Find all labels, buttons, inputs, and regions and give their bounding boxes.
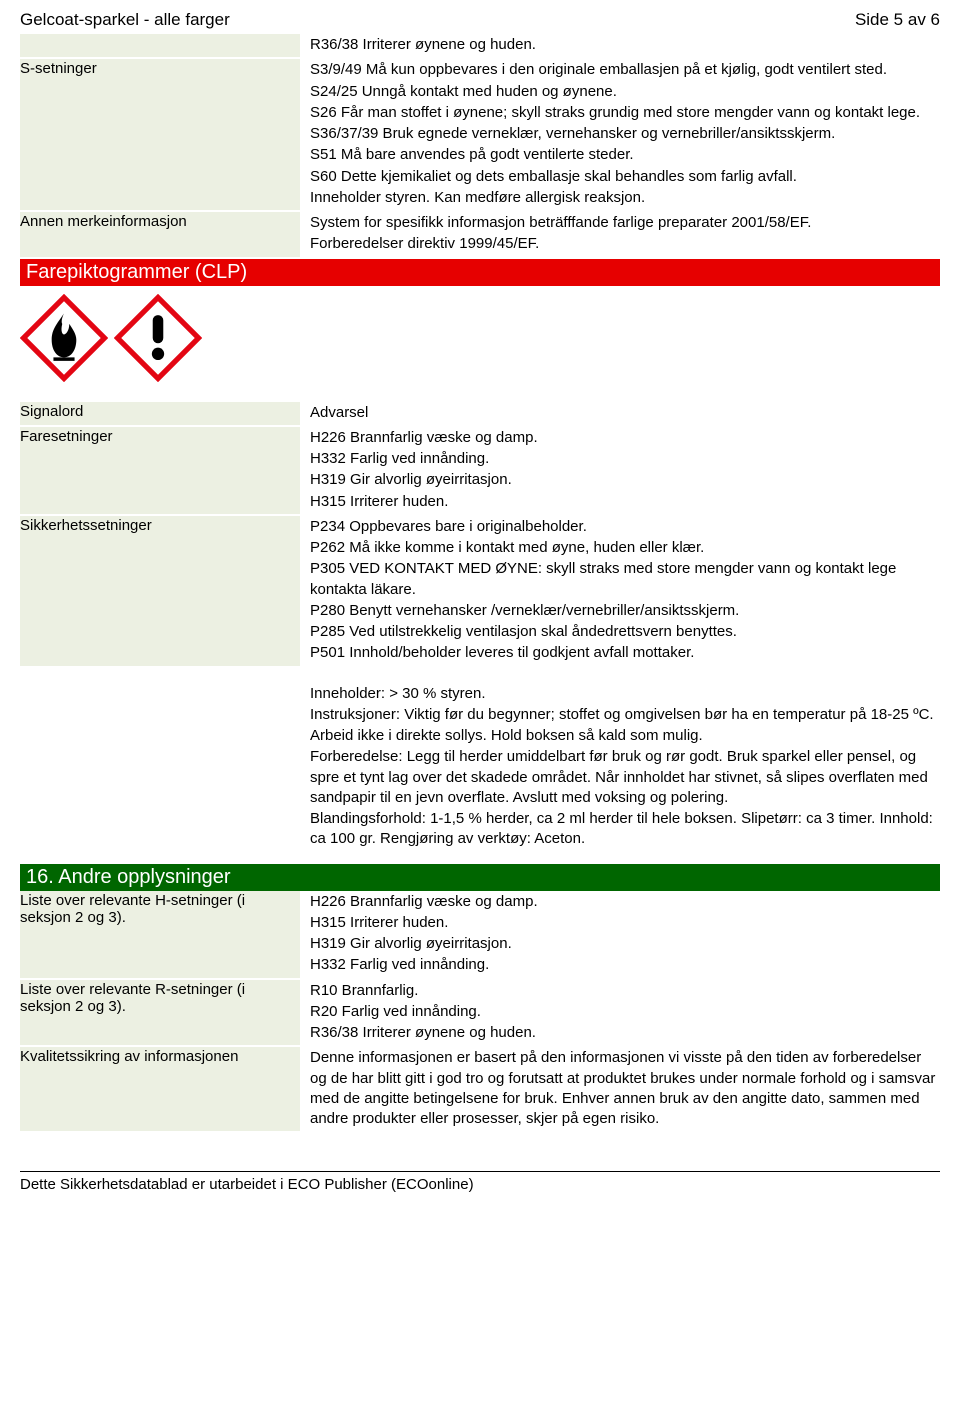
fare-line-2: H319 Gir alvorlig øyeirritasjon. — [310, 470, 940, 490]
section-16-bar: 16. Andre opplysninger — [20, 864, 940, 891]
fare-line-3: H315 Irriterer huden. — [310, 492, 940, 512]
label-annen-merke: Annen merkeinformasjon — [20, 212, 300, 257]
pictogram-exclamation — [114, 294, 202, 382]
value-top-r-phrase: R36/38 Irriterer øynene og huden. — [300, 34, 940, 57]
s-line-6: Inneholder styren. Kan medføre allergisk… — [310, 188, 940, 208]
row-annen-merke: Annen merkeinformasjon System for spesif… — [20, 212, 940, 257]
s-line-3: S36/37/39 Bruk egnede verneklær, verneha… — [310, 124, 940, 144]
signalord-text: Advarsel — [310, 403, 940, 423]
value-s-setninger: S3/9/49 Må kun oppbevares i den original… — [300, 59, 940, 210]
text-r36-38: R36/38 Irriterer øynene og huden. — [310, 35, 940, 55]
label-signalord: Signalord — [20, 402, 300, 425]
footer-divider — [20, 1171, 940, 1172]
row-r-setninger: Liste over relevante R-setninger (i seks… — [20, 980, 940, 1046]
row-faresetninger: Faresetninger H226 Brannfarlig væske og … — [20, 427, 940, 514]
h-line-3: H332 Farlig ved innånding. — [310, 955, 940, 975]
label-r-setninger: Liste over relevante R-setninger (i seks… — [20, 980, 300, 1046]
row-h-setninger: Liste over relevante H-setninger (i seks… — [20, 891, 940, 978]
label-h-setninger: Liste over relevante H-setninger (i seks… — [20, 891, 300, 978]
page-header: Gelcoat-sparkel - alle farger Side 5 av … — [20, 10, 940, 30]
exclamation-icon — [114, 294, 202, 382]
footer-text: Dette Sikkerhetsdatablad er utarbeidet i… — [20, 1176, 940, 1193]
pictogram-flammable — [20, 294, 108, 382]
row-signalord: Signalord Advarsel — [20, 402, 940, 425]
h-line-0: H226 Brannfarlig væske og damp. — [310, 892, 940, 912]
extra-line-1: Instruksjoner: Viktig før du begynner; s… — [310, 705, 940, 725]
pictogram-row — [20, 294, 940, 382]
sik-line-5: P501 Innhold/beholder leveres til godkje… — [310, 643, 940, 663]
label-empty — [20, 34, 300, 57]
s-line-4: S51 Må bare anvendes på godt ventilerte … — [310, 145, 940, 165]
row-kvalitet: Kvalitetssikring av informasjonen Denne … — [20, 1047, 940, 1131]
r-line-2: R36/38 Irriterer øynene og huden. — [310, 1023, 940, 1043]
s-line-1: S24/25 Unngå kontakt med huden og øynene… — [310, 82, 940, 102]
extra-line-3: Forberedelse: Legg til herder umiddelbar… — [310, 747, 940, 808]
extra-block: Inneholder: > 30 % styren. Instruksjoner… — [310, 668, 940, 850]
label-s-setninger: S-setninger — [20, 59, 300, 210]
sik-line-0: P234 Oppbevares bare i originalbeholder. — [310, 517, 940, 537]
extra-line-4: Blandingsforhold: 1-1,5 % herder, ca 2 m… — [310, 809, 940, 850]
row-sikkerhet: Sikkerhetssetninger P234 Oppbevares bare… — [20, 516, 940, 666]
section-clp-bar: Farepiktogrammer (CLP) — [20, 259, 940, 286]
value-faresetninger: H226 Brannfarlig væske og damp. H332 Far… — [300, 427, 940, 514]
label-kvalitet: Kvalitetssikring av informasjonen — [20, 1047, 300, 1131]
sik-line-4: P285 Ved utilstrekkelig ventilasjon skal… — [310, 622, 940, 642]
s-line-5: S60 Dette kjemikaliet og dets emballasje… — [310, 167, 940, 187]
h-line-2: H319 Gir alvorlig øyeirritasjon. — [310, 934, 940, 954]
kvalitet-line-0: Denne informasjonen er basert på den inf… — [310, 1048, 940, 1129]
value-signalord: Advarsel — [300, 402, 940, 425]
value-annen-merke: System for spesifikk informasjon beträff… — [300, 212, 940, 257]
h-line-1: H315 Irriterer huden. — [310, 913, 940, 933]
annen-line-0: System for spesifikk informasjon beträff… — [310, 213, 940, 233]
r-line-1: R20 Farlig ved innånding. — [310, 1002, 940, 1022]
fare-line-1: H332 Farlig ved innånding. — [310, 449, 940, 469]
value-r-setninger: R10 Brannfarlig. R20 Farlig ved innåndin… — [300, 980, 940, 1046]
row-top-r-phrase: R36/38 Irriterer øynene og huden. — [20, 34, 940, 57]
value-sikkerhet: P234 Oppbevares bare i originalbeholder.… — [300, 516, 940, 666]
value-h-setninger: H226 Brannfarlig væske og damp. H315 Irr… — [300, 891, 940, 978]
flame-icon — [20, 294, 108, 382]
r-line-0: R10 Brannfarlig. — [310, 981, 940, 1001]
label-faresetninger: Faresetninger — [20, 427, 300, 514]
fare-line-0: H226 Brannfarlig væske og damp. — [310, 428, 940, 448]
sik-line-2: P305 VED KONTAKT MED ØYNE: skyll straks … — [310, 559, 940, 600]
product-name: Gelcoat-sparkel - alle farger — [20, 10, 230, 30]
s-line-2: S26 Får man stoffet i øynene; skyll stra… — [310, 103, 940, 123]
row-s-setninger: S-setninger S3/9/49 Må kun oppbevares i … — [20, 59, 940, 210]
label-sikkerhet: Sikkerhetssetninger — [20, 516, 300, 666]
s-line-0: S3/9/49 Må kun oppbevares i den original… — [310, 60, 940, 80]
page-number: Side 5 av 6 — [855, 10, 940, 30]
sik-line-3: P280 Benytt vernehansker /verneklær/vern… — [310, 601, 940, 621]
sik-line-1: P262 Må ikke komme i kontakt med øyne, h… — [310, 538, 940, 558]
annen-line-1: Forberedelser direktiv 1999/45/EF. — [310, 234, 940, 254]
extra-line-2: Arbeid ikke i direkte sollys. Hold bokse… — [310, 726, 940, 746]
extra-line-0: Inneholder: > 30 % styren. — [310, 684, 940, 704]
value-kvalitet: Denne informasjonen er basert på den inf… — [300, 1047, 940, 1131]
